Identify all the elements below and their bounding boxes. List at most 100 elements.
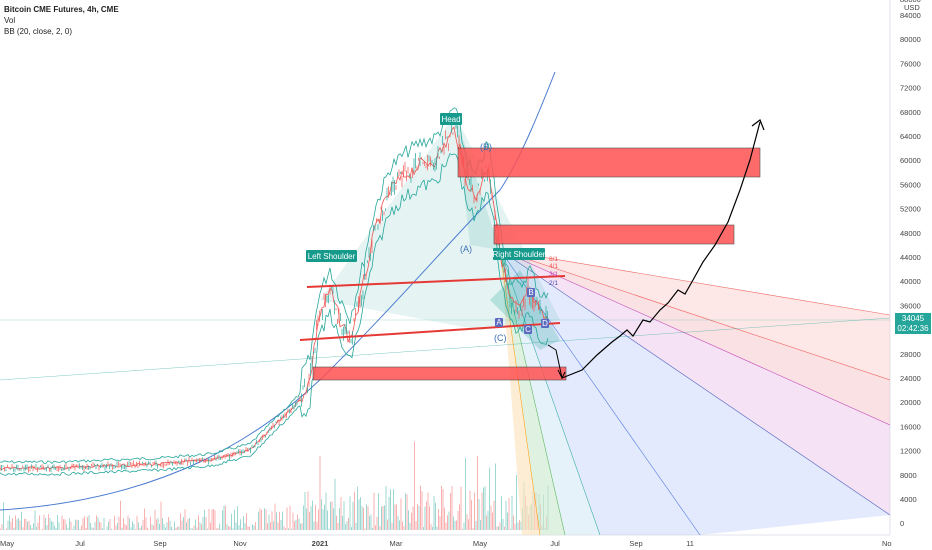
svg-text:B: B xyxy=(528,288,533,297)
projection-path[interactable] xyxy=(561,121,761,379)
volume-bar xyxy=(30,525,31,530)
volume-bar xyxy=(198,515,199,530)
volume-bar xyxy=(298,518,300,530)
resistance-zone-middle[interactable] xyxy=(493,224,735,245)
volume-bar xyxy=(399,520,400,530)
volume-bar xyxy=(138,522,139,530)
volume-bar xyxy=(96,515,97,530)
volume-bar xyxy=(64,519,66,530)
volume-bar xyxy=(514,523,516,530)
volume-bar xyxy=(370,514,372,530)
left-shoulder-label[interactable]: Left Shoulder xyxy=(306,250,357,262)
volume-bar xyxy=(124,524,126,530)
volume-bar xyxy=(160,501,162,530)
volume-bar xyxy=(108,521,109,530)
volume-bar xyxy=(253,525,255,530)
volume-bar xyxy=(57,515,58,530)
volume-bar xyxy=(453,516,454,530)
chart-legend: Bitcoin CME Futures, 4h, CME Vol BB (20,… xyxy=(4,4,119,37)
time-tick-label: Jul xyxy=(75,539,85,548)
volume-bar xyxy=(363,507,364,530)
bollinger-indicator-label[interactable]: BB (20, close, 2, 0) xyxy=(4,27,73,36)
volume-bar xyxy=(274,503,276,530)
volume-bar xyxy=(288,528,289,530)
volume-bar xyxy=(517,522,519,530)
volume-bar xyxy=(402,521,403,530)
volume-bar xyxy=(384,505,385,530)
resistance-zone-upper[interactable] xyxy=(457,147,761,178)
point-b-marker[interactable]: B xyxy=(527,288,535,297)
neckline-upper[interactable] xyxy=(306,275,566,288)
time-tick-label: Sep xyxy=(153,539,166,548)
volume-bar xyxy=(132,521,133,530)
volume-bar xyxy=(273,521,274,530)
volume-bar xyxy=(516,475,517,530)
volume-bar xyxy=(369,515,370,530)
volume-bar xyxy=(0,528,1,530)
volume-bar xyxy=(277,522,279,530)
volume-bar xyxy=(139,527,141,530)
time-axis-right-partial: No xyxy=(882,539,892,548)
volume-bar xyxy=(208,509,210,530)
volume-bar xyxy=(201,524,202,530)
head-label[interactable]: Head xyxy=(440,113,462,125)
volume-bar xyxy=(417,504,418,530)
volume-bar xyxy=(226,524,228,530)
volume-bar xyxy=(196,527,198,530)
svg-text:D: D xyxy=(542,319,548,328)
volume-bar xyxy=(301,523,303,530)
volume-bar xyxy=(265,509,267,530)
volume-bar xyxy=(373,492,375,530)
volume-bar xyxy=(249,526,250,530)
volume-bar xyxy=(312,500,313,530)
symbol-title[interactable]: Bitcoin CME Futures, 4h, CME xyxy=(4,5,119,14)
volume-bar xyxy=(240,519,241,530)
volume-bar xyxy=(285,528,286,530)
volume-bar xyxy=(318,509,319,530)
volume-bar xyxy=(154,509,156,530)
price-tick-label: 20000 xyxy=(900,398,921,407)
volume-bar xyxy=(432,526,433,530)
volume-bar xyxy=(322,509,324,530)
time-axis[interactable]: May Jul Sep Nov 2021 Mar May Jul Sep 11 xyxy=(0,539,694,548)
volume-bar xyxy=(22,527,24,530)
volume-bar xyxy=(339,508,340,530)
volume-bar xyxy=(186,522,187,530)
point-a-marker[interactable]: A xyxy=(495,318,503,327)
svg-text:Head: Head xyxy=(441,115,460,124)
volume-bar xyxy=(376,516,378,530)
volume-bar xyxy=(439,516,441,530)
volume-bar xyxy=(223,505,225,530)
volume-bar xyxy=(159,523,160,530)
volume-bar xyxy=(391,522,393,530)
projection-arrowhead-icon xyxy=(751,119,765,131)
price-axis[interactable]: 8400080000760007200068000640006000056000… xyxy=(900,11,921,528)
volume-bar xyxy=(354,491,355,530)
point-c-marker[interactable]: C xyxy=(524,325,532,334)
volume-bar xyxy=(42,529,43,530)
support-zone[interactable] xyxy=(312,366,567,381)
volume-bar xyxy=(303,505,304,530)
point-d-marker[interactable]: D xyxy=(541,319,549,328)
volume-bar xyxy=(10,521,12,530)
bar-countdown: 02:42:36 xyxy=(897,324,929,333)
volume-bar xyxy=(492,512,493,530)
price-tick-label: 8000 xyxy=(900,471,917,480)
neckline-lower[interactable] xyxy=(299,322,561,341)
volume-bar xyxy=(345,524,346,530)
volume-bar xyxy=(120,500,121,530)
volume-bar xyxy=(43,514,45,530)
volume-bar xyxy=(477,456,478,530)
volume-bar xyxy=(166,522,168,530)
volume-bar xyxy=(168,517,169,530)
volume-bar xyxy=(315,504,316,530)
volume-indicator-label[interactable]: Vol xyxy=(4,16,16,25)
volume-bar xyxy=(220,529,222,530)
volume-bar xyxy=(321,499,322,530)
right-shoulder-label[interactable]: Right Shoulder xyxy=(493,248,546,260)
volume-bar xyxy=(463,522,465,530)
volume-bar xyxy=(172,529,174,530)
volume-bar xyxy=(324,504,325,530)
volume-bar xyxy=(9,515,10,530)
